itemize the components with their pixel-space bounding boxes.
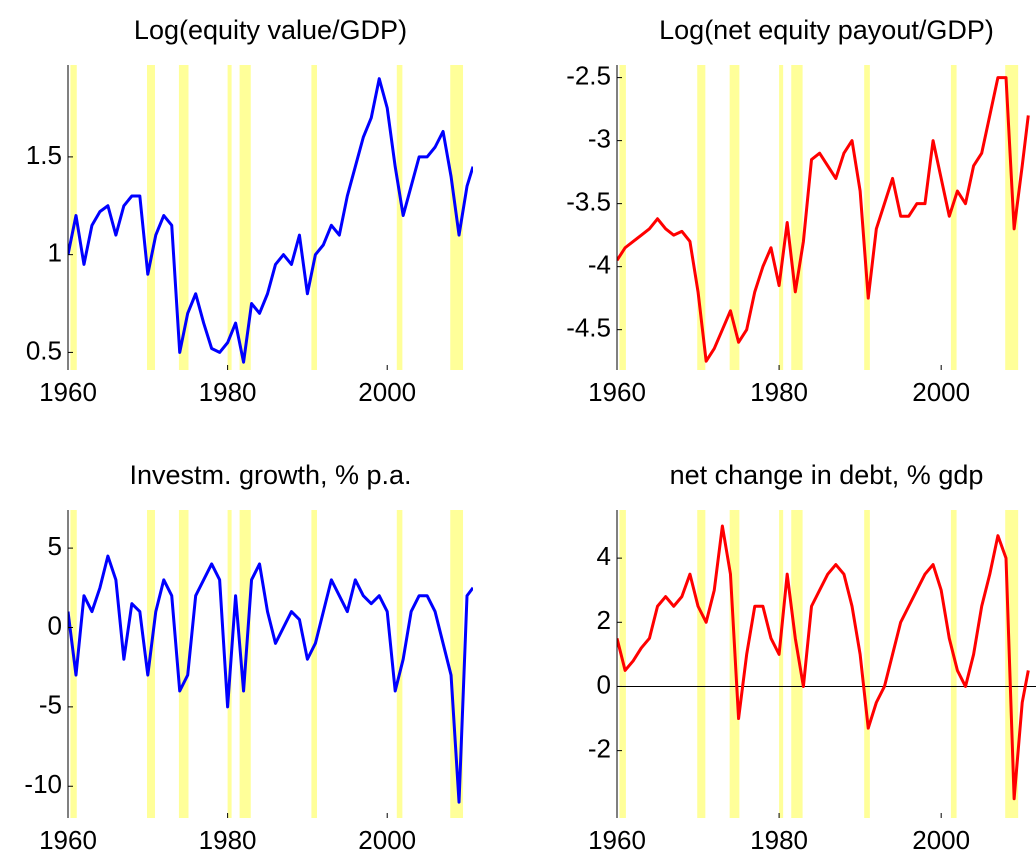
y-tick-label: -2.5 [566,60,611,90]
recession-band [311,65,317,370]
recession-band [239,65,251,370]
recession-band [950,65,957,370]
x-tick-label: 2000 [912,377,970,407]
y-tick-label: 5 [48,531,62,561]
chart-title: Investm. growth, % p.a. [129,460,411,490]
y-tick-label: -3 [588,123,611,153]
y-tick-label: 2 [597,605,611,635]
y-tick-label: -3.5 [566,187,611,217]
x-tick-label: 1960 [39,825,97,855]
y-tick-label: 0.5 [26,335,62,365]
x-tick-label: 1980 [199,825,257,855]
recession-band [227,65,232,370]
recession-band [729,65,740,370]
recession-band [864,510,870,818]
recession-band [147,510,155,818]
recession-band [178,65,189,370]
chart-title: net change in debt, % gdp [670,460,984,490]
plot-area [617,65,1030,370]
plot-area [617,510,1036,818]
y-tick-label: 1 [48,238,62,268]
series-line [617,524,1030,801]
x-tick-label: 1960 [588,377,646,407]
series-line [68,554,473,804]
recession-band [779,510,784,818]
recession-band [779,65,784,370]
y-tick-label: -4 [588,250,611,280]
recession-band [864,65,870,370]
recession-band [147,65,155,370]
plot-area [68,65,473,370]
y-tick-label: 0 [597,669,611,699]
recession-band [791,510,803,818]
series-line [68,77,473,364]
recession-band [396,65,403,370]
y-tick-label: -10 [24,769,62,799]
x-tick-label: 2000 [358,377,416,407]
recession-band [697,65,706,370]
chart-title: Log(net equity payout/GDP) [659,15,994,45]
recession-band [950,510,957,818]
x-tick-label: 1980 [750,377,808,407]
x-tick-label: 1960 [588,825,646,855]
y-tick-label: -4.5 [566,313,611,343]
x-tick-label: 2000 [358,825,416,855]
y-tick-label: 1.5 [26,140,62,170]
y-tick-label: 0 [48,610,62,640]
y-tick-label: 4 [597,541,611,571]
recession-band [311,510,317,818]
recession-band [178,510,189,818]
recession-band [396,510,403,818]
plot-area [68,510,473,818]
recession-band [70,65,77,370]
y-tick-label: -2 [588,734,611,764]
series-line [617,76,1030,363]
recession-band [619,65,626,370]
recession-band [450,510,464,818]
y-tick-label: -5 [39,690,62,720]
chart-title: Log(equity value/GDP) [134,15,407,45]
x-tick-label: 1980 [750,825,808,855]
x-tick-label: 1980 [199,377,257,407]
x-tick-label: 1960 [39,377,97,407]
x-tick-label: 2000 [912,825,970,855]
recession-band [791,65,803,370]
recession-band [697,510,706,818]
